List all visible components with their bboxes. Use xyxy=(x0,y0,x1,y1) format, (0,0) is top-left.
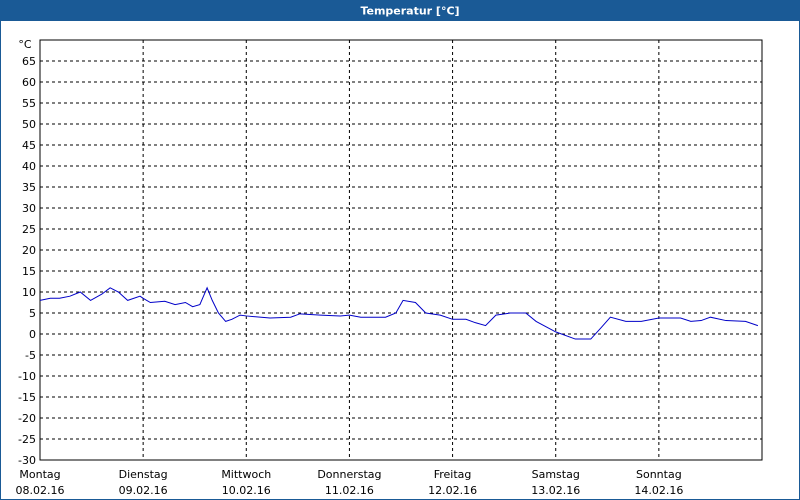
x-tick-date: 11.02.16 xyxy=(325,484,374,497)
x-tick-date: 14.02.16 xyxy=(634,484,683,497)
y-tick-label: 55 xyxy=(22,97,36,110)
x-tick-date: 13.02.16 xyxy=(531,484,580,497)
line xyxy=(39,286,759,340)
x-tick-date: 10.02.16 xyxy=(222,484,271,497)
y-tick-label: -25 xyxy=(18,433,36,446)
y-tick-label: 45 xyxy=(22,139,36,152)
x-tick-label: Montag xyxy=(19,468,60,481)
x-tick-label: Donnerstag xyxy=(317,468,381,481)
y-tick-label: 5 xyxy=(29,307,36,320)
y-tick-label: 65 xyxy=(22,55,36,68)
y-tick-label: 15 xyxy=(22,265,36,278)
x-tick-label: Sonntag xyxy=(636,468,682,481)
y-unit: °C xyxy=(18,38,32,51)
y-tick-label: -10 xyxy=(18,370,36,383)
x-tick-label: Samstag xyxy=(532,468,580,481)
y-tick-label: 50 xyxy=(22,118,36,131)
x-tick-label: Freitag xyxy=(434,468,472,481)
y-tick-label: -20 xyxy=(18,412,36,425)
y-tick-label: 0 xyxy=(29,328,36,341)
y-tick-label: -30 xyxy=(18,454,36,467)
y-tick-label: -5 xyxy=(25,349,36,362)
title-bar xyxy=(0,0,800,21)
y-tick-label: 20 xyxy=(22,244,36,257)
y-tick-label: 35 xyxy=(22,181,36,194)
x-tick-date: 12.02.16 xyxy=(428,484,477,497)
x-tick-label: Mittwoch xyxy=(221,468,271,481)
y-tick-label: 30 xyxy=(22,202,36,215)
y-tick-label: -15 xyxy=(18,391,36,404)
x-tick-date: 09.02.16 xyxy=(119,484,168,497)
x-tick-label: Dienstag xyxy=(119,468,168,481)
y-tick-label: 25 xyxy=(22,223,36,236)
y-tick-label: 40 xyxy=(22,160,36,173)
y-tick-label: 60 xyxy=(22,76,36,89)
y-tick-label: 10 xyxy=(22,286,36,299)
chart-title: Temperatur [°C] xyxy=(360,5,459,18)
x-tick-date: 08.02.16 xyxy=(16,484,65,497)
